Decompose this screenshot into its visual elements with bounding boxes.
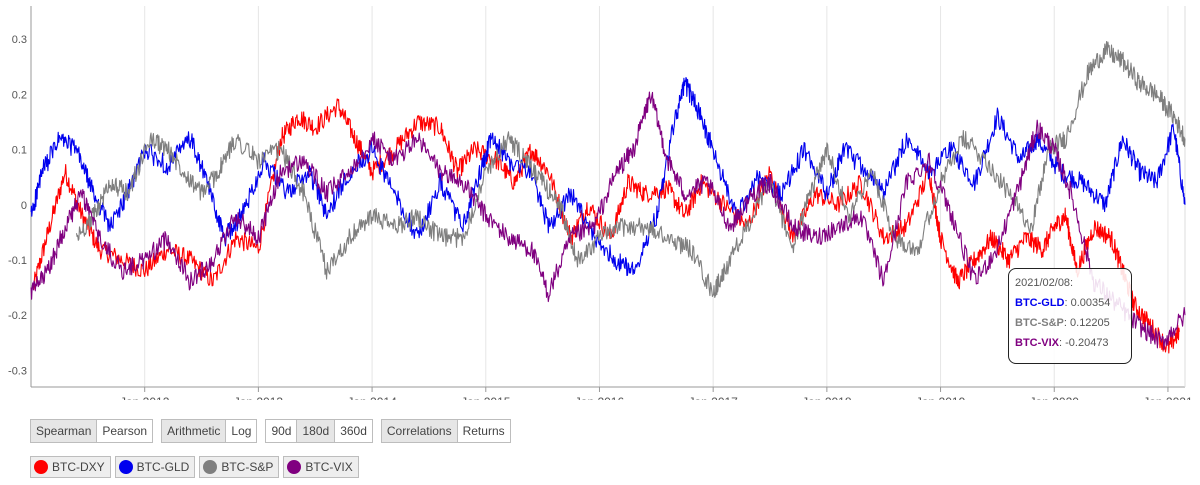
y-tick-label: 0.2 — [12, 89, 27, 101]
y-tick-label: 0 — [21, 200, 27, 212]
mode-toggle: Correlations Returns — [380, 419, 511, 443]
window-90d-button[interactable]: 90d — [266, 420, 298, 442]
x-tick-label: Jan 2017 — [688, 395, 738, 400]
chart-tooltip: 2021/02/08: BTC-GLD: 0.00354 BTC-S&P: 0.… — [1008, 268, 1132, 364]
x-tick-label: Jan 2020 — [1030, 395, 1080, 400]
tooltip-row-btc-vix: BTC-VIX: -0.20473 — [1015, 337, 1109, 349]
correlations-button[interactable]: Correlations — [381, 420, 458, 442]
tooltip-series-value: 0.12205 — [1070, 317, 1110, 329]
tooltip-date: 2021/02/08: — [1015, 277, 1074, 289]
chart-area: Jan 2012 Jan 2013 Jan 2014 Jan 2015 Jan 2016… — [8, 6, 1193, 400]
series-color-dot — [118, 460, 133, 474]
legend-label: BTC-S&P — [221, 460, 274, 474]
y-tick-label: 0.3 — [12, 34, 27, 46]
series-color-dot — [34, 460, 48, 474]
x-tick-label: Jan 2012 — [120, 395, 170, 400]
x-tick-label: Jan 2013 — [234, 395, 284, 400]
tooltip-series-value: -0.20473 — [1065, 337, 1109, 349]
chart-legend: BTC-DXY BTC-GLD BTC-S&P BTC-VIX — [30, 456, 359, 478]
legend-label: BTC-GLD — [136, 460, 190, 474]
y-tick-label: -0.1 — [8, 255, 27, 267]
window-360d-button[interactable]: 360d — [335, 420, 372, 442]
window-toggle: 90d 180d 360d — [265, 419, 373, 443]
y-tick-label: -0.3 — [8, 365, 27, 377]
series-line-btc-vix — [30, 91, 1186, 350]
tooltip-series-name: BTC-VIX — [1015, 337, 1059, 349]
x-tick-label: Jan 2014 — [347, 395, 397, 400]
series-line-btc-dxy — [32, 98, 1180, 354]
x-tick-label: Jan 2016 — [575, 395, 625, 400]
returns-button[interactable]: Returns — [457, 420, 510, 442]
legend-label: BTC-VIX — [305, 460, 353, 474]
series-color-dot — [287, 460, 302, 474]
tooltip-series-name: BTC-GLD — [1015, 297, 1065, 309]
pearson-button[interactable]: Pearson — [97, 420, 153, 442]
series-color-dot — [203, 460, 218, 474]
log-button[interactable]: Log — [226, 420, 257, 442]
arithmetic-button[interactable]: Arithmetic — [162, 420, 227, 442]
tooltip-series-value: 0.00354 — [1070, 297, 1111, 309]
spearman-button[interactable]: Spearman — [31, 420, 98, 442]
window-180d-button[interactable]: 180d — [297, 420, 336, 442]
correlation-chart: Jan 2012 Jan 2013 Jan 2014 Jan 2015 Jan 2016… — [8, 6, 1193, 400]
legend-label: BTC-DXY — [52, 460, 105, 474]
y-tick-label: -0.2 — [8, 310, 27, 322]
series-line-btc-gld — [30, 77, 1186, 277]
series-line-btc-s-p — [75, 41, 1186, 299]
x-tick-label: Jan 2019 — [916, 395, 966, 400]
tooltip-row-btc-gld: BTC-GLD: 0.00354 — [1015, 297, 1111, 309]
legend-item-btc-gld[interactable]: BTC-GLD — [114, 456, 196, 478]
method-toggle: Spearman Pearson — [30, 419, 154, 443]
y-tick-label: 0.1 — [12, 145, 27, 157]
legend-item-btc-vix[interactable]: BTC-VIX — [283, 456, 359, 478]
legend-item-btc-sp[interactable]: BTC-S&P — [199, 456, 280, 478]
legend-item-btc-dxy[interactable]: BTC-DXY — [30, 456, 111, 478]
x-tick-label: Jan 2021 — [1143, 395, 1193, 400]
chart-controls: Spearman Pearson Arithmetic Log 90d 180d… — [30, 419, 511, 443]
tooltip-series-name: BTC-S&P — [1015, 317, 1064, 329]
scale-toggle: Arithmetic Log — [161, 419, 258, 443]
x-tick-label: Jan 2018 — [802, 395, 852, 400]
tooltip-row-btc-sp: BTC-S&P: 0.12205 — [1015, 317, 1110, 329]
x-tick-label: Jan 2015 — [461, 395, 511, 400]
